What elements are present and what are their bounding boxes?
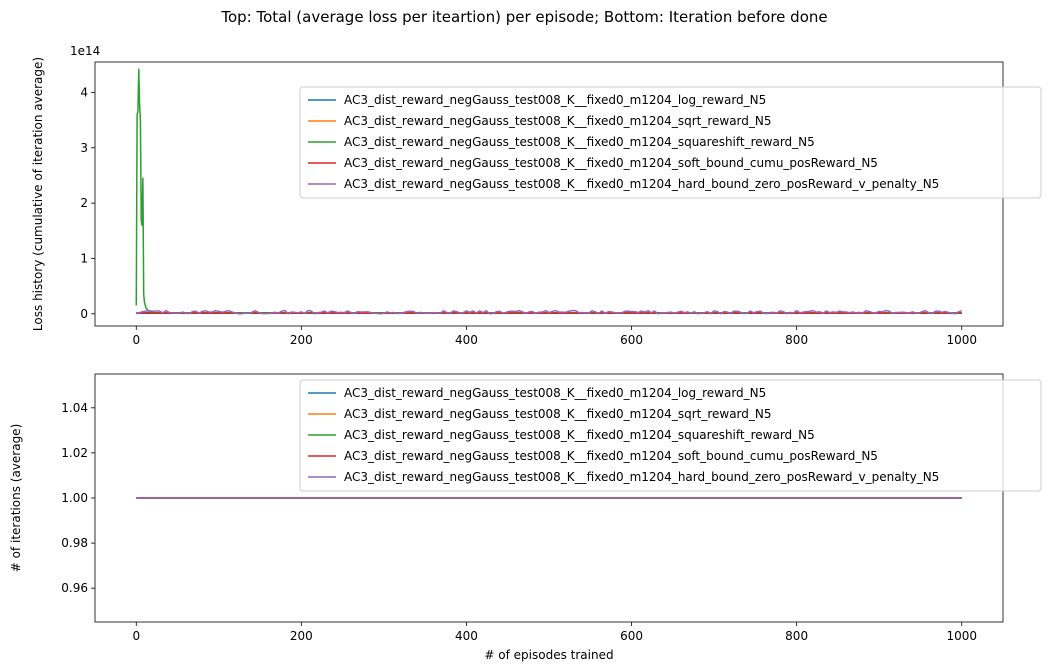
x-tick-label: 0 <box>132 629 140 643</box>
y-tick-label: 1.00 <box>61 491 88 505</box>
x-tick-label: 600 <box>620 333 643 347</box>
series-line-5 <box>136 309 962 315</box>
y-tick-label: 4 <box>80 85 88 99</box>
series-line-3 <box>135 68 962 314</box>
x-tick-label: 1000 <box>946 629 977 643</box>
y-tick-label: 0.98 <box>61 536 88 550</box>
x-tick-label: 200 <box>290 629 313 643</box>
x-tick-label: 800 <box>785 629 808 643</box>
bottom-iterations-chart: 0 200 400 600 800 1000 0.96 0.98 1.00 1.02 1.04 # o… <box>9 373 1042 662</box>
x-tick-label: 1000 <box>946 333 977 347</box>
legend-label-4: AC3_dist_reward_negGauss_test008_K__fixe… <box>344 449 878 463</box>
legend-label-1: AC3_dist_reward_negGauss_test008_K__fixe… <box>344 386 766 400</box>
legend-label-3: AC3_dist_reward_negGauss_test008_K__fixe… <box>344 135 815 149</box>
y-offset-label: 1e14 <box>70 44 100 58</box>
legend-label-5: AC3_dist_reward_negGauss_test008_K__fixe… <box>344 177 939 191</box>
top-loss-chart: 0 200 400 600 800 1000 0 1 2 3 4 1e14 Loss history (… <box>31 44 1042 347</box>
y-tick-label: 3 <box>80 141 88 155</box>
y-tick-label: 0.96 <box>61 581 88 595</box>
y-tick-label: 0 <box>80 307 88 321</box>
y-axis-label: Loss history (cumulative of iteration av… <box>31 57 45 331</box>
x-tick-label: 800 <box>785 333 808 347</box>
legend-box <box>299 86 1042 199</box>
y-tick-label: 1.04 <box>61 401 88 415</box>
legend-label-1: AC3_dist_reward_negGauss_test008_K__fixe… <box>344 93 766 107</box>
x-axis-label: # of episodes trained <box>484 648 613 662</box>
figure-title: Top: Total (average loss per iteartion) … <box>221 8 828 26</box>
legend-label-3: AC3_dist_reward_negGauss_test008_K__fixe… <box>344 428 815 442</box>
legend-box <box>299 379 1042 492</box>
y-tick-label: 1 <box>80 251 88 265</box>
x-tick-label: 400 <box>455 629 478 643</box>
y-tick-label: 2 <box>80 196 88 210</box>
legend-label-2: AC3_dist_reward_negGauss_test008_K__fixe… <box>344 114 772 128</box>
x-tick-label: 200 <box>290 333 313 347</box>
legend-label-4: AC3_dist_reward_negGauss_test008_K__fixe… <box>344 156 878 170</box>
y-tick-label: 1.02 <box>61 446 88 460</box>
series-lines <box>135 68 962 315</box>
legend-label-2: AC3_dist_reward_negGauss_test008_K__fixe… <box>344 407 772 421</box>
legend-label-5: AC3_dist_reward_negGauss_test008_K__fixe… <box>344 470 939 484</box>
y-axis-label: # of iterations (average) <box>9 424 23 573</box>
x-tick-label: 400 <box>455 333 478 347</box>
x-tick-label: 600 <box>620 629 643 643</box>
x-tick-label: 0 <box>132 333 140 347</box>
